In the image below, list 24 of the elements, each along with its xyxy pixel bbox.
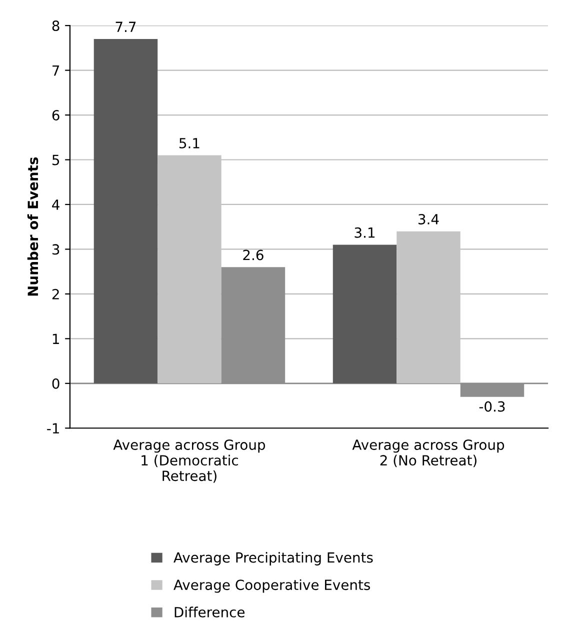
y-tick-label: 0: [52, 378, 60, 389]
y-tick-label: 7: [52, 65, 60, 76]
y-tick-label: 3: [52, 244, 60, 255]
x-tick-label: Average across Group 1 (Democratic Retreat): [113, 439, 266, 483]
data-label: -0.3: [479, 401, 505, 412]
data-label: 5.1: [180, 138, 200, 148]
legend-label: Average Cooperative Events: [174, 579, 370, 593]
data-label: 3.1: [354, 227, 375, 238]
y-tick-label: 6: [52, 110, 60, 120]
data-label: 3.4: [418, 214, 439, 224]
legend-label: Difference: [174, 606, 245, 618]
bar: [94, 38, 158, 384]
y-tick-label: 5: [52, 154, 60, 166]
x-tick-label: Average across Group 2 (No Retreat): [352, 439, 504, 468]
y-tick-label: -1: [47, 423, 59, 434]
data-label: 2.6: [243, 250, 264, 260]
y-axis-title: Number of Events: [27, 157, 38, 296]
bar: [332, 244, 397, 384]
y-tick-label: 8: [52, 20, 60, 32]
legend-label: Average Precipitating Events: [174, 552, 373, 566]
y-tick-label: 4: [52, 200, 60, 210]
y-tick-label: 1: [52, 334, 59, 344]
data-label: 7.7: [116, 22, 136, 32]
y-tick-label: 2: [52, 288, 59, 300]
